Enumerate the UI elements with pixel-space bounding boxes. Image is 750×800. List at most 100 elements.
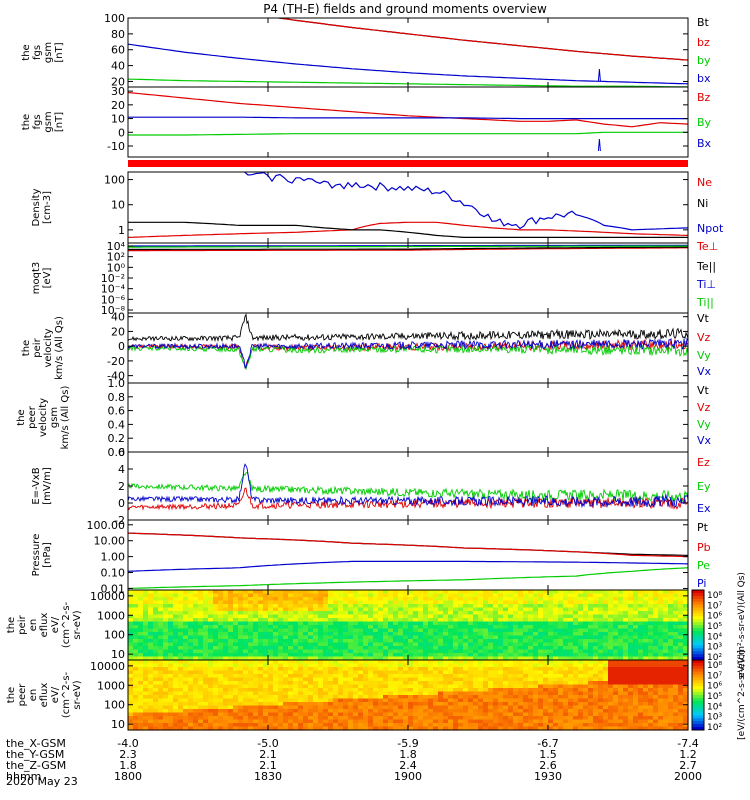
heatmap-cell	[438, 660, 444, 665]
heatmap-cell	[308, 723, 314, 728]
heatmap-cell	[523, 716, 529, 721]
heatmap-cell	[183, 649, 189, 654]
heatmap-cell	[418, 691, 424, 696]
heatmap-cell	[173, 614, 179, 619]
heatmap-cell	[278, 597, 284, 602]
heatmap-cell	[133, 611, 139, 616]
heatmap-cell	[508, 688, 514, 693]
heatmap-cell	[573, 621, 579, 626]
heatmap-cell	[438, 719, 444, 724]
heatmap-cell	[328, 621, 334, 626]
heatmap-cell	[338, 663, 344, 668]
heatmap-cell	[438, 649, 444, 654]
heatmap-cell	[273, 600, 279, 605]
heatmap-cell	[298, 611, 304, 616]
heatmap-cell	[363, 618, 369, 623]
heatmap-cell	[628, 597, 634, 602]
heatmap-cell	[548, 712, 554, 717]
heatmap-cell	[628, 593, 634, 598]
heatmap-cell	[568, 691, 574, 696]
heatmap-cell	[168, 698, 174, 703]
heatmap-cell	[683, 709, 689, 714]
heatmap-cell	[393, 702, 399, 707]
heatmap-cell	[423, 642, 429, 647]
heatmap-cell	[518, 716, 524, 721]
heatmap-cell	[438, 688, 444, 693]
heatmap-cell	[563, 600, 569, 605]
heatmap-cell	[383, 726, 389, 731]
heatmap-cell	[173, 593, 179, 598]
heatmap-cell	[233, 684, 239, 689]
heatmap-cell	[248, 628, 254, 633]
heatmap-cell	[678, 625, 684, 630]
heatmap-cell	[358, 726, 364, 731]
heatmap-cell	[203, 625, 209, 630]
heatmap-cell	[418, 677, 424, 682]
heatmap-cell	[178, 674, 184, 679]
heatmap-cell	[493, 639, 499, 644]
heatmap-cell	[198, 628, 204, 633]
heatmap-cell	[638, 618, 644, 623]
heatmap-cell	[138, 646, 144, 651]
heatmap-cell	[473, 691, 479, 696]
heatmap-cell	[208, 642, 214, 647]
heatmap-cell	[518, 604, 524, 609]
heatmap-cell	[313, 597, 319, 602]
heatmap-cell	[573, 723, 579, 728]
heatmap-cell	[503, 628, 509, 633]
heatmap-cell	[508, 681, 514, 686]
heatmap-cell	[573, 639, 579, 644]
heatmap-cell	[253, 681, 259, 686]
heatmap-cell	[503, 670, 509, 675]
heatmap-cell	[238, 691, 244, 696]
heatmap-cell	[523, 628, 529, 633]
heatmap-cell	[668, 618, 674, 623]
heatmap-cell	[658, 593, 664, 598]
heatmap-cell	[213, 705, 219, 710]
heatmap-cell	[308, 702, 314, 707]
heatmap-cell	[338, 698, 344, 703]
heatmap-cell	[473, 726, 479, 731]
heatmap-cell	[168, 590, 174, 595]
heatmap-cell	[283, 590, 289, 595]
heatmap-cell	[133, 628, 139, 633]
heatmap-cell	[433, 593, 439, 598]
heatmap-cell	[293, 621, 299, 626]
heatmap-cell	[253, 702, 259, 707]
heatmap-cell	[618, 600, 624, 605]
heatmap-cell	[668, 649, 674, 654]
heatmap-cell	[563, 695, 569, 700]
heatmap-cell	[603, 684, 609, 689]
heatmap-cell	[283, 639, 289, 644]
heatmap-cell	[223, 597, 229, 602]
heatmap-cell	[478, 691, 484, 696]
heatmap-cell	[678, 709, 684, 714]
heatmap-cell	[613, 614, 619, 619]
heatmap-cell	[238, 649, 244, 654]
heatmap-cell	[538, 642, 544, 647]
y-axis-label-line: velocity	[38, 398, 49, 437]
heatmap-cell	[433, 639, 439, 644]
heatmap-cell	[678, 635, 684, 640]
heatmap-cell	[443, 632, 449, 637]
heatmap-cell	[263, 660, 269, 665]
heatmap-cell	[563, 614, 569, 619]
heatmap-cell	[128, 719, 134, 724]
heatmap-cell	[323, 726, 329, 731]
heatmap-cell	[213, 653, 219, 658]
heatmap-cell	[483, 677, 489, 682]
heatmap-cell	[333, 656, 339, 661]
heatmap-cell	[673, 684, 679, 689]
heatmap-cell	[163, 639, 169, 644]
heatmap-cell	[628, 716, 634, 721]
heatmap-cell	[678, 593, 684, 598]
heatmap-cell	[303, 632, 309, 637]
heatmap-cell	[293, 698, 299, 703]
heatmap-cell	[473, 593, 479, 598]
heatmap-cell	[158, 681, 164, 686]
heatmap-cell	[583, 656, 589, 661]
heatmap-cell	[258, 597, 264, 602]
heatmap-cell	[618, 614, 624, 619]
heatmap-cell	[153, 688, 159, 693]
heatmap-cell	[348, 590, 354, 595]
